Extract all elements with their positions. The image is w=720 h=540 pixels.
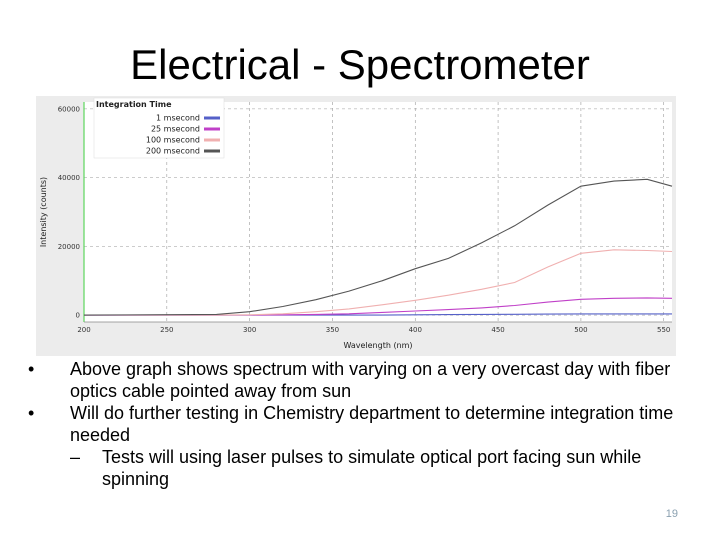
- axes: 0 20000 40000 60000 200 250 300 350 400 450 500 550: [58, 102, 672, 334]
- page-number: 19: [665, 508, 678, 520]
- legend: Integration Time 1 msecond 25 msecond 100 m…: [93, 97, 225, 159]
- y-tick-label: 40000: [58, 174, 80, 182]
- series-line: [83, 178, 673, 316]
- slide-title: Electrical - Spectrometer: [130, 41, 590, 88]
- x-tick-label: 300: [243, 326, 256, 334]
- x-tick-label: 400: [409, 326, 422, 334]
- y-axis-label: Intensity (counts): [39, 177, 48, 247]
- sub-bullet-item: – Tests will using laser pulses to simul…: [28, 446, 678, 490]
- y-tick-label: 60000: [58, 105, 80, 113]
- series-line: [84, 249, 673, 316]
- sub-bullet-marker: –: [70, 447, 81, 467]
- y-tick-label: 20000: [58, 243, 80, 251]
- x-tick-label: 250: [160, 326, 173, 334]
- x-axis-label: Wavelength (nm): [343, 341, 412, 350]
- bullet-list: • Above graph shows spectrum with varyin…: [28, 358, 678, 490]
- bullet-text: Above graph shows spectrum with varying …: [70, 359, 671, 401]
- legend-title: Integration Time: [96, 100, 172, 109]
- bullet-marker: •: [28, 403, 35, 423]
- legend-label: 1 msecond: [156, 114, 200, 123]
- legend-label: 25 msecond: [151, 125, 200, 134]
- bullet-marker: •: [28, 359, 35, 379]
- x-tick-label: 550: [657, 326, 670, 334]
- legend-label: 100 msecond: [146, 136, 200, 145]
- x-tick-label: 450: [491, 326, 504, 334]
- legend-box: [93, 97, 225, 159]
- series-line: [84, 297, 673, 316]
- series-lines: [83, 178, 673, 316]
- x-tick-label: 500: [574, 326, 587, 334]
- legend-label: 200 msecond: [146, 147, 200, 156]
- bullet-text: Will do further testing in Chemistry dep…: [70, 403, 674, 445]
- bullet-item: • Above graph shows spectrum with varyin…: [28, 358, 678, 402]
- bullet-item: • Will do further testing in Chemistry d…: [28, 402, 678, 446]
- spectrum-chart: 0 20000 40000 60000 200 250 300 350 400 450 500 550…: [36, 96, 676, 356]
- y-tick-label: 0: [76, 312, 80, 320]
- chart-svg: 0 20000 40000 60000 200 250 300 350 400 450 500 550…: [36, 96, 676, 356]
- x-tick-label: 350: [326, 326, 339, 334]
- sub-bullet-text: Tests will using laser pulses to simulat…: [102, 447, 642, 489]
- x-tick-label: 200: [77, 326, 90, 334]
